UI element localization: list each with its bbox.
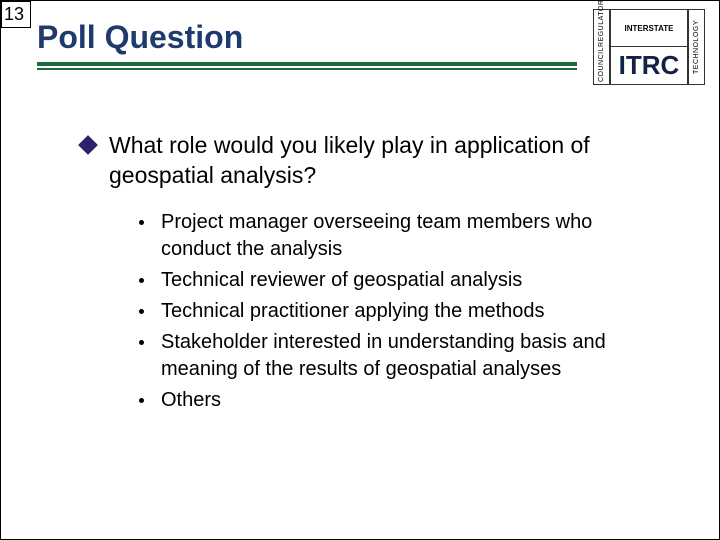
rule-thin [37, 68, 577, 70]
itrc-logo: COUNCIL REGULATORY INTERSTATE ITRC TECHN… [593, 9, 705, 85]
logo-text-regulatory: REGULATORY [598, 0, 605, 47]
page-number: 13 [1, 1, 31, 28]
list-item: Technical practitioner applying the meth… [139, 298, 659, 325]
logo-side-right: TECHNOLOGY [688, 10, 704, 84]
logo-center: ITRC [610, 47, 688, 84]
logo-top: INTERSTATE [610, 10, 688, 47]
list-item: Others [139, 387, 659, 414]
answer-list: Project manager overseeing team members … [139, 209, 659, 414]
question-row: What role would you likely play in appli… [81, 131, 659, 191]
logo-side-left: COUNCIL REGULATORY [594, 10, 610, 84]
title-underline [37, 62, 593, 70]
title-block: Poll Question [37, 19, 593, 70]
header: Poll Question COUNCIL REGULATORY INTERST… [1, 1, 719, 85]
list-item: Technical reviewer of geospatial analysi… [139, 267, 659, 294]
diamond-bullet-icon [78, 135, 98, 155]
logo-text-technology: TECHNOLOGY [693, 20, 700, 74]
page-title: Poll Question [37, 19, 593, 56]
rule-thick [37, 62, 577, 66]
content: What role would you likely play in appli… [1, 85, 719, 414]
logo-text-council: COUNCIL [598, 47, 605, 82]
question-text: What role would you likely play in appli… [109, 131, 659, 191]
list-item: Stakeholder interested in understanding … [139, 329, 659, 383]
list-item: Project manager overseeing team members … [139, 209, 659, 263]
